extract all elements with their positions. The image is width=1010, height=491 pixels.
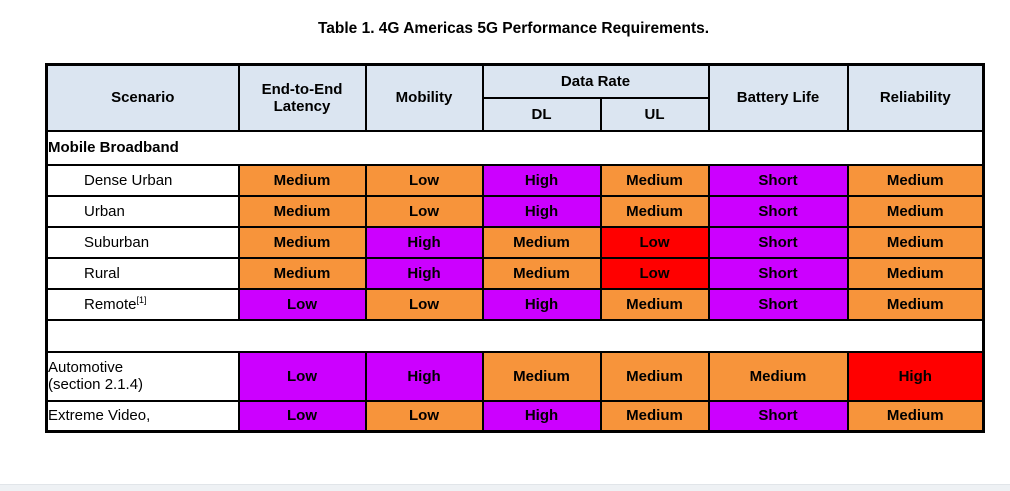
scenario-label: Rural: [45, 256, 240, 290]
scenario-label: Urban: [45, 194, 240, 228]
value-reliability: Medium: [846, 287, 985, 321]
value-reliability: High: [846, 350, 985, 402]
value-ul: Low: [599, 225, 710, 259]
section-header: Mobile Broadband: [45, 129, 985, 166]
header-row-2: DL UL: [47, 96, 984, 132]
value-latency: Low: [237, 399, 367, 433]
value-battery: Short: [707, 256, 849, 290]
value-mobility: Low: [364, 287, 484, 321]
value-dl: High: [481, 194, 602, 228]
scenario-label: Automotive (section 2.1.4): [45, 350, 240, 402]
value-dl: Medium: [481, 256, 602, 290]
value-dl: High: [481, 287, 602, 321]
value-battery: Short: [707, 194, 849, 228]
value-mobility: Low: [364, 163, 484, 197]
scenario-label: Extreme Video,: [45, 399, 240, 433]
table-row: Rural Medium High Medium Low Short Medium: [45, 256, 985, 290]
page-edge: [0, 484, 1010, 491]
value-reliability: Medium: [846, 194, 985, 228]
footnote-ref: [1]: [136, 294, 147, 305]
value-mobility: High: [364, 256, 484, 290]
value-dl: Medium: [481, 350, 602, 402]
value-latency: Medium: [237, 163, 367, 197]
value-mobility: Low: [364, 194, 484, 228]
spacer-cell: [45, 318, 985, 353]
table-body: Mobile Broadband Dense Urban Medium Low High…: [45, 129, 985, 433]
value-latency: Low: [237, 350, 367, 402]
col-header-scenario: Scenario: [45, 63, 240, 132]
value-dl: Medium: [481, 225, 602, 259]
table-header: Scenario End-to-End Latency Mobility Dat…: [45, 63, 985, 132]
value-ul: Low: [599, 256, 710, 290]
value-ul: Medium: [599, 163, 710, 197]
value-mobility: High: [364, 350, 484, 402]
value-reliability: Medium: [846, 256, 985, 290]
col-header-latency: End-to-End Latency: [237, 63, 367, 132]
value-latency: Medium: [237, 256, 367, 290]
value-latency: Low: [237, 287, 367, 321]
col-header-ul: UL: [599, 96, 710, 132]
value-battery: Short: [707, 225, 849, 259]
table-row: Extreme Video, Low Low High Medium Short Mediu…: [45, 399, 985, 433]
value-dl: High: [481, 163, 602, 197]
value-mobility: High: [364, 225, 484, 259]
value-dl: High: [481, 399, 602, 433]
value-battery: Short: [707, 287, 849, 321]
value-ul: Medium: [599, 350, 710, 402]
table-title: Table 1. 4G Americas 5G Performance Requ…: [317, 20, 710, 37]
spacer-row: [45, 318, 985, 353]
header-row-1: Scenario End-to-End Latency Mobility Dat…: [45, 63, 985, 132]
value-mobility: Low: [364, 399, 484, 433]
value-ul: Medium: [599, 194, 710, 228]
value-battery: Short: [707, 163, 849, 197]
value-latency: Medium: [237, 225, 367, 259]
table-row: Remote[1] Low Low High Medium Short Medium: [45, 287, 985, 321]
section-row: Mobile Broadband: [45, 129, 985, 166]
table-row: Urban Medium Low High Medium Short Medium: [45, 194, 985, 228]
col-header-reliability: Reliability: [846, 63, 985, 132]
scenario-label: Remote[1]: [45, 287, 240, 321]
value-reliability: Medium: [846, 225, 985, 259]
value-battery: Short: [707, 399, 849, 433]
table-row: Suburban Medium High Medium Low Short Medium: [45, 225, 985, 259]
value-ul: Medium: [599, 287, 710, 321]
col-header-battery: Battery Life: [707, 63, 849, 132]
col-header-mobility: Mobility: [364, 63, 484, 132]
performance-table: Scenario End-to-End Latency Mobility Dat…: [45, 63, 986, 433]
col-header-data-rate: Data Rate: [481, 63, 710, 99]
scenario-label: Suburban: [45, 225, 240, 259]
scenario-label: Dense Urban: [45, 163, 240, 197]
value-reliability: Medium: [846, 399, 985, 433]
col-header-dl: DL: [481, 96, 602, 132]
value-latency: Medium: [237, 194, 367, 228]
value-reliability: Medium: [846, 163, 985, 197]
table-row: Automotive (section 2.1.4) Low High Medium M…: [45, 350, 985, 402]
value-battery: Medium: [707, 350, 849, 402]
table-row: Dense Urban Medium Low High Medium Short Mediu…: [45, 163, 985, 197]
value-ul: Medium: [599, 399, 710, 433]
